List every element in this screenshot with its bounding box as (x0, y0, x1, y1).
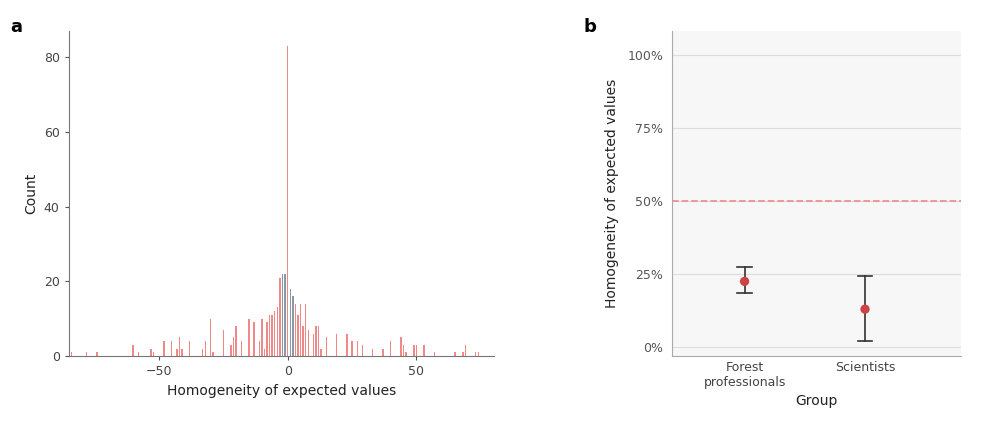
Bar (302, 326, 304, 356)
Bar (280, 278, 281, 356)
Bar (346, 334, 347, 356)
Bar (235, 326, 236, 356)
Bar (171, 341, 173, 356)
Bar (321, 348, 322, 356)
Bar (71, 352, 72, 356)
Y-axis label: Count: Count (25, 173, 38, 214)
Bar (300, 304, 301, 356)
Bar (305, 304, 306, 356)
Bar (465, 345, 466, 356)
Bar (413, 345, 415, 356)
Point (737, 278, 752, 285)
Bar (202, 348, 203, 356)
Bar (163, 341, 165, 356)
Bar (189, 341, 190, 356)
Bar (383, 348, 384, 356)
Bar (362, 345, 363, 356)
Bar (153, 352, 154, 356)
Bar (132, 345, 133, 356)
Bar (289, 289, 291, 356)
Bar (240, 341, 242, 356)
Bar (308, 330, 309, 356)
Bar (475, 352, 477, 356)
Bar (390, 341, 391, 356)
Bar (179, 337, 181, 356)
Bar (356, 341, 358, 356)
Bar (326, 337, 327, 356)
Bar (403, 345, 404, 356)
Bar (277, 307, 278, 356)
Bar (150, 348, 152, 356)
Bar (264, 348, 265, 356)
Bar (351, 341, 353, 356)
Point (857, 306, 873, 313)
Bar (223, 330, 224, 356)
Text: a: a (10, 18, 22, 36)
Bar (272, 315, 273, 356)
Bar (478, 352, 479, 356)
Bar (405, 352, 407, 356)
Bar (86, 352, 87, 356)
Bar (284, 274, 285, 356)
Bar (261, 319, 263, 356)
Bar (294, 304, 296, 356)
Bar (210, 319, 211, 356)
Bar (454, 352, 456, 356)
Bar (181, 348, 182, 356)
Bar (248, 319, 250, 356)
Bar (137, 352, 139, 356)
Text: b: b (584, 18, 596, 36)
Bar (313, 334, 314, 356)
Bar (231, 345, 232, 356)
Bar (400, 337, 402, 356)
Bar (292, 296, 293, 356)
Bar (259, 341, 260, 356)
Bar (96, 352, 98, 356)
Bar (232, 337, 234, 356)
Bar (434, 352, 436, 356)
Bar (253, 322, 255, 356)
Bar (372, 348, 374, 356)
Bar (462, 352, 464, 356)
X-axis label: Group: Group (796, 394, 838, 409)
Bar (177, 348, 178, 356)
Bar (424, 345, 425, 356)
Bar (297, 315, 298, 356)
Bar (287, 46, 288, 356)
Bar (204, 341, 206, 356)
Bar (282, 274, 284, 356)
Bar (318, 326, 319, 356)
Bar (315, 326, 317, 356)
Bar (269, 315, 271, 356)
Bar (336, 334, 337, 356)
Y-axis label: Homogeneity of expected values: Homogeneity of expected values (605, 79, 619, 308)
Bar (212, 352, 214, 356)
X-axis label: Homogeneity of expected values: Homogeneity of expected values (167, 384, 396, 397)
Bar (416, 345, 417, 356)
Bar (267, 322, 268, 356)
Bar (274, 311, 276, 356)
